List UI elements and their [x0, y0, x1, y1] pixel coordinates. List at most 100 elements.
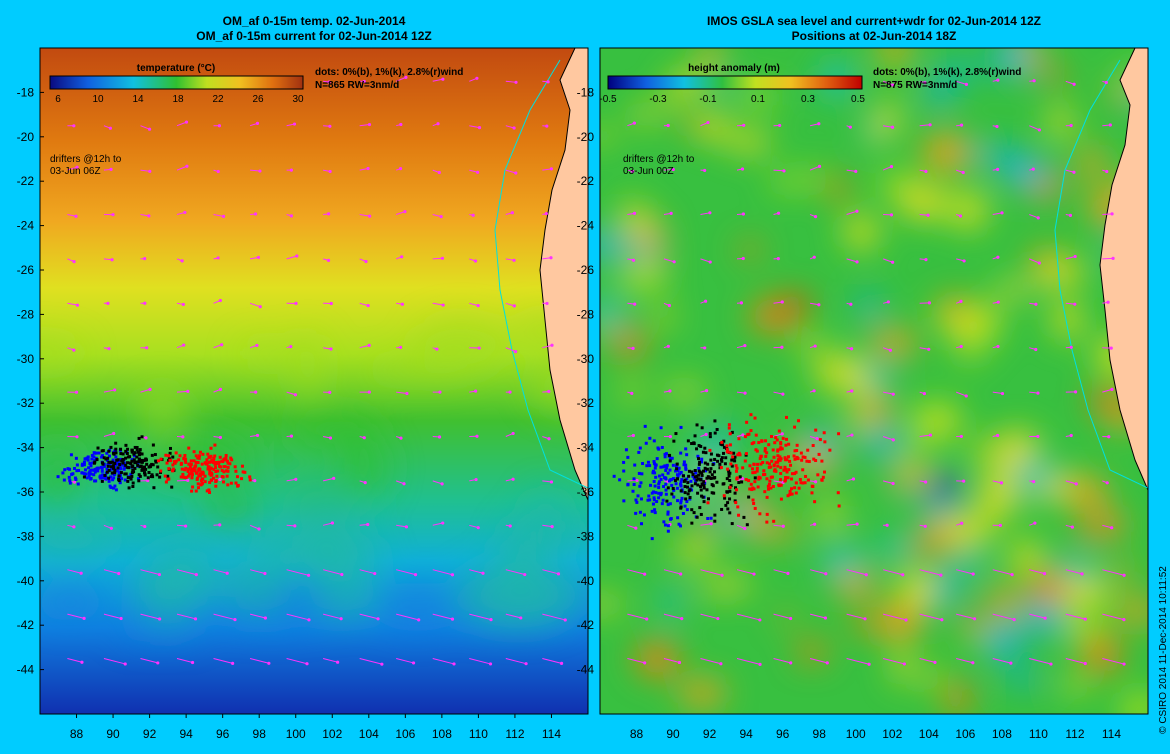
sla-patch	[862, 430, 902, 457]
arrow-head	[367, 343, 371, 348]
arrow-head	[307, 618, 311, 622]
current-arrow	[663, 258, 675, 263]
drifter-dot	[155, 473, 159, 477]
arrow-head	[815, 437, 819, 441]
drifter-dot	[118, 464, 122, 468]
drifter-dot	[794, 481, 798, 485]
drifter-dot	[785, 470, 789, 474]
arrow-head	[441, 77, 445, 81]
sla-patch	[982, 465, 1014, 493]
arrow-head	[514, 80, 518, 84]
arrow-head	[813, 215, 818, 219]
drifter-dot	[729, 462, 733, 466]
drifter-dot	[100, 466, 104, 470]
drifter-dot	[225, 474, 229, 478]
current-arrow	[1029, 613, 1046, 619]
current-arrow	[992, 391, 1003, 395]
arrow-head	[336, 660, 340, 664]
drifter-dot	[184, 476, 188, 480]
sla-patch	[1063, 676, 1090, 694]
drifter-dot	[233, 465, 237, 469]
current-arrow	[396, 658, 414, 664]
drifter-dot	[687, 474, 691, 478]
drifter-dot	[664, 468, 668, 472]
sla-patch	[901, 453, 925, 472]
drifter-dot	[647, 494, 651, 498]
drifter-dot	[82, 475, 86, 479]
temperature-colorbar-label: temperature (°C)	[137, 63, 215, 74]
drifter-dot	[724, 456, 728, 460]
sla-patch	[610, 328, 647, 358]
drifter-dot	[136, 463, 140, 467]
drifter-dot	[737, 437, 741, 441]
arrow-head	[667, 303, 671, 308]
drifter-dot	[803, 481, 807, 485]
drifter-dot	[168, 446, 172, 450]
drifter-dot	[728, 511, 732, 515]
drifter-dot	[713, 513, 717, 517]
drifter-dot	[186, 469, 190, 473]
drifter-dot	[635, 500, 639, 504]
lon-tick-left: 96	[216, 727, 230, 741]
drifter-dot	[84, 472, 88, 476]
drifter-dot	[750, 488, 754, 492]
drifter-dot	[762, 469, 766, 473]
drifter-dot	[765, 451, 769, 455]
drifter-dot	[709, 458, 713, 462]
sla-patch	[992, 282, 1034, 298]
drifter-dot	[757, 475, 761, 479]
arrow-head	[743, 344, 747, 348]
arrow-head	[75, 435, 79, 439]
current-arrow	[176, 390, 188, 393]
drifter-dot	[92, 451, 96, 455]
arrow-head	[741, 256, 745, 261]
drifter-dot	[105, 476, 109, 480]
arrow-head	[294, 301, 298, 305]
arrow-head	[643, 572, 647, 576]
arrow-head	[996, 344, 1000, 349]
drifter-dot	[710, 491, 714, 495]
drifter-dot	[85, 476, 89, 480]
drifter-dot	[722, 482, 726, 486]
sla-patch	[600, 295, 623, 330]
arrow-head	[855, 209, 859, 213]
drifter-dot	[662, 520, 666, 524]
drifter-dot	[109, 445, 113, 449]
drifter-dot	[687, 469, 691, 473]
arrow-head	[147, 127, 152, 131]
drifter-dot	[148, 465, 152, 469]
arrow-head	[218, 435, 223, 440]
current-arrow	[663, 569, 681, 575]
arrow-head	[476, 304, 480, 308]
drifter-dot	[708, 470, 712, 474]
drifter-dot	[167, 467, 171, 471]
arrow-head	[928, 433, 933, 437]
arrow-head	[328, 169, 332, 174]
arrow-head	[958, 214, 963, 218]
drifter-dot	[89, 464, 93, 468]
sla-patch	[857, 292, 880, 319]
arrow-head	[1000, 211, 1004, 215]
arrow-head	[475, 76, 479, 80]
drifter-dot	[693, 482, 697, 486]
current-arrow	[700, 658, 722, 665]
arrow-head	[1105, 481, 1109, 485]
arrow-head	[1068, 213, 1073, 217]
current-arrow	[250, 169, 260, 172]
drifter-dot	[675, 462, 679, 466]
drifter-dot	[752, 462, 756, 466]
arrow-head	[146, 478, 150, 483]
drifter-dot	[100, 469, 104, 473]
drifter-dot	[689, 479, 693, 483]
lat-tick-left: -34	[17, 441, 35, 455]
drifter-dot	[93, 479, 97, 483]
drifter-dot	[698, 506, 702, 510]
drifter-dot	[664, 492, 668, 496]
lon-tick-left: 98	[253, 727, 267, 741]
sla-patch	[619, 260, 668, 293]
sla-patch	[664, 383, 704, 400]
drifter-dot	[735, 488, 739, 492]
drifter-dot	[131, 464, 135, 468]
arrow-head	[776, 257, 780, 261]
temperature-patch	[452, 561, 572, 629]
